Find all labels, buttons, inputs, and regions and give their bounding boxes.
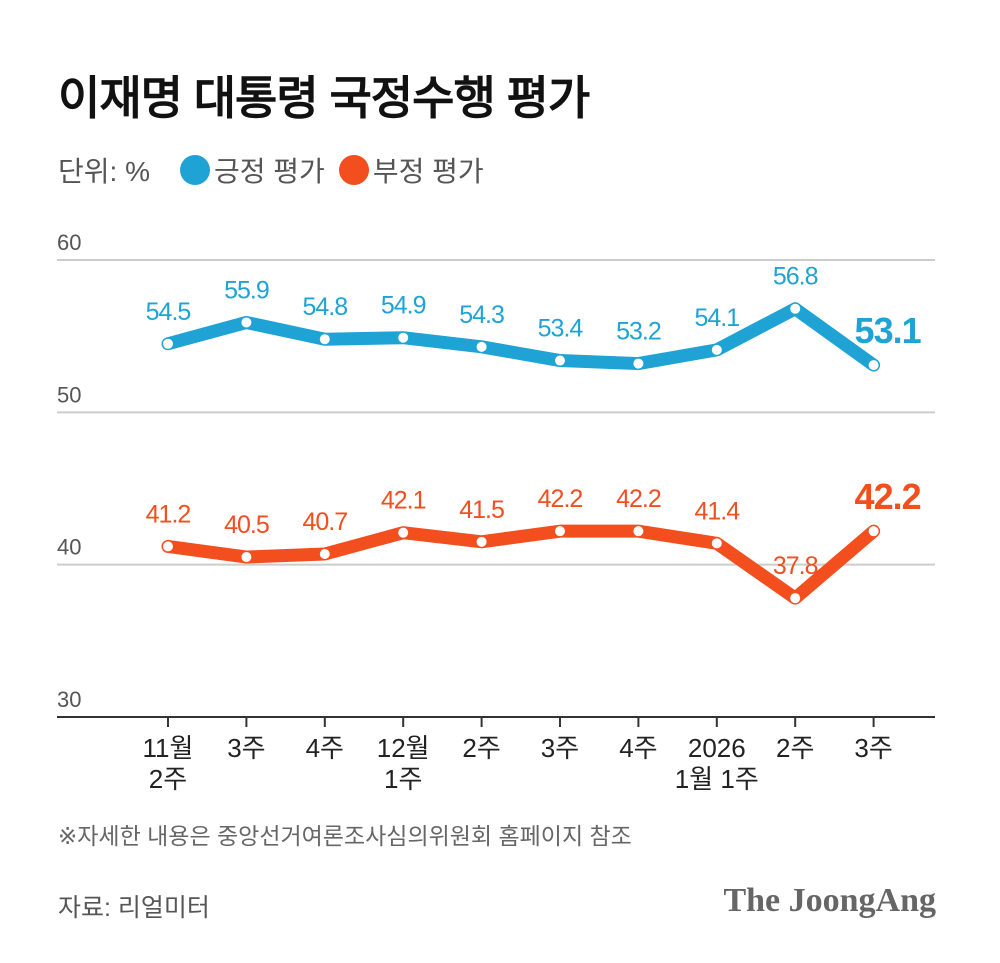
x-tick-label: 12월 bbox=[377, 733, 430, 763]
legend-item-negative: 부정 평가 bbox=[338, 150, 484, 190]
publisher-logo: The JoongAng bbox=[723, 882, 936, 919]
data-point bbox=[711, 344, 722, 355]
data-label: 55.9 bbox=[224, 276, 269, 304]
legend-label-positive: 긍정 평가 bbox=[213, 156, 325, 187]
data-point bbox=[555, 355, 565, 366]
data-label: 54.5 bbox=[146, 298, 191, 326]
data-point bbox=[398, 332, 409, 343]
data-point bbox=[163, 541, 173, 552]
data-label: 53.2 bbox=[616, 318, 661, 346]
x-tick-label: 3주 bbox=[227, 733, 265, 763]
x-tick-label: 2026 bbox=[688, 733, 746, 763]
data-label: 40.5 bbox=[224, 511, 269, 539]
data-label: 41.4 bbox=[694, 497, 740, 525]
y-tick-label: 40 bbox=[57, 535, 81, 560]
chart-title: 이재명 대통령 국정수행 평가 bbox=[58, 72, 590, 124]
data-point bbox=[790, 593, 801, 604]
data-point bbox=[633, 526, 644, 537]
series-line-negative bbox=[161, 524, 881, 605]
data-label: 53.4 bbox=[538, 315, 584, 343]
x-tick-label: 4주 bbox=[306, 733, 344, 763]
series-line-positive bbox=[161, 302, 881, 372]
data-label: 54.8 bbox=[302, 293, 347, 321]
data-point bbox=[241, 552, 252, 563]
x-tick-label: 2주 bbox=[776, 733, 814, 763]
data-point bbox=[398, 527, 409, 538]
x-tick-label: 3주 bbox=[541, 733, 579, 763]
y-tick-label: 60 bbox=[57, 230, 81, 255]
data-label: 54.9 bbox=[381, 292, 426, 320]
footnote: ※자세한 내용은 중앙선거여론조사심의위원회 홈페이지 참조 bbox=[58, 823, 632, 849]
legend-marker-positive bbox=[179, 155, 210, 185]
data-point bbox=[319, 549, 330, 560]
x-tick-label: 3주 bbox=[854, 733, 892, 763]
data-label: 54.3 bbox=[459, 301, 504, 329]
legend-label-negative: 부정 평가 bbox=[372, 156, 484, 187]
data-label: 41.2 bbox=[146, 500, 191, 528]
data-point bbox=[476, 341, 487, 352]
data-label: 54.1 bbox=[694, 304, 739, 332]
data-label: 42.2 bbox=[616, 485, 661, 513]
data-point bbox=[868, 360, 879, 371]
source: 자료: 리얼미터 bbox=[58, 894, 210, 922]
data-point bbox=[163, 338, 173, 349]
unit-label: 단위: % bbox=[58, 156, 150, 187]
data-label: 37.8 bbox=[773, 552, 818, 580]
x-tick-label: 2주 bbox=[149, 764, 187, 794]
data-label: 40.7 bbox=[302, 508, 347, 536]
data-point bbox=[555, 526, 565, 537]
x-tick-label: 11월 bbox=[143, 733, 194, 763]
x-tick-label: 4주 bbox=[619, 733, 657, 763]
data-point bbox=[319, 334, 330, 345]
data-label: 53.1 bbox=[855, 310, 922, 351]
x-tick-label: 1월 1주 bbox=[675, 764, 759, 794]
data-label: 56.8 bbox=[773, 263, 818, 291]
legend-marker-negative bbox=[338, 155, 369, 185]
y-tick-label: 50 bbox=[57, 382, 81, 407]
data-label: 42.2 bbox=[855, 476, 921, 517]
legend: 단위: % 긍정 평가 부정 평가 bbox=[58, 150, 484, 190]
data-point bbox=[711, 538, 722, 549]
data-label: 42.1 bbox=[381, 487, 426, 515]
data-point bbox=[476, 536, 487, 547]
data-point bbox=[241, 317, 252, 328]
data-point bbox=[633, 358, 644, 369]
legend-item-positive: 긍정 평가 bbox=[179, 150, 325, 190]
data-label: 42.2 bbox=[538, 485, 583, 513]
x-tick-label: 2주 bbox=[462, 733, 500, 763]
data-point bbox=[790, 303, 801, 314]
y-tick-label: 30 bbox=[57, 687, 81, 712]
x-tick-label: 1주 bbox=[384, 764, 422, 794]
data-label: 41.5 bbox=[459, 496, 504, 524]
data-point bbox=[868, 526, 879, 537]
